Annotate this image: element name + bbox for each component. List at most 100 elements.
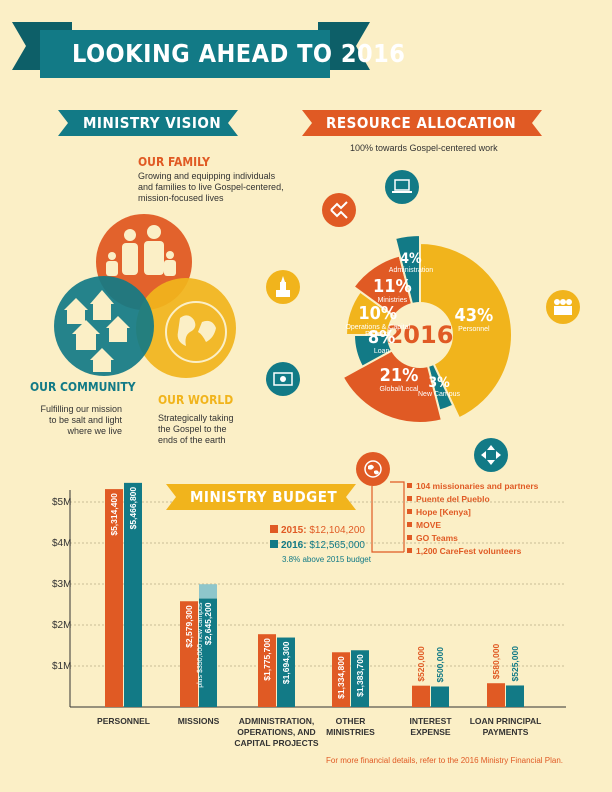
our-family-text-1: Growing and equipping individuals xyxy=(138,171,276,181)
our-community-text-1: Fulfilling our mission xyxy=(40,404,122,414)
pie-slice xyxy=(419,241,513,420)
legend-2016-value: $12,565,000 xyxy=(309,540,365,551)
pie-slice-value: 43% xyxy=(454,304,494,326)
bar-value-label: $2,645,200 xyxy=(203,602,213,645)
bar-value-label: $525,000 xyxy=(510,646,520,682)
bar-value-label: $1,694,300 xyxy=(281,641,291,684)
x-category-label: OTHER xyxy=(335,716,366,726)
ministry-vision-heading: MINISTRY VISION xyxy=(83,114,222,132)
y-tick-label: $3M xyxy=(52,579,71,590)
our-world-title: OUR WORLD xyxy=(158,393,234,407)
y-tick-label: $2M xyxy=(52,620,71,631)
bar-2015 xyxy=(332,652,350,707)
allocation-list-item: GO Teams xyxy=(407,533,458,543)
pie-slice-name: Ministries xyxy=(377,297,408,305)
pie-slice-label: 3% New Campus xyxy=(394,376,484,398)
pie-slice-value: 8% xyxy=(367,326,396,348)
legend-2016: 2016: $12,565,000 xyxy=(270,540,365,551)
pie-slice-name: New Campus xyxy=(418,390,461,398)
page-title: LOOKING AHEAD TO 2016 xyxy=(72,39,406,68)
list-connector xyxy=(371,481,405,553)
pie-center-year: 2016 xyxy=(387,321,454,349)
pie-slice-name: Administration xyxy=(388,266,434,274)
allocation-list-item: 104 missionaries and partners xyxy=(407,481,538,491)
x-category-label: CAPITAL PROJECTS xyxy=(234,738,319,748)
resource-allocation-pie: 2016 xyxy=(341,233,513,424)
x-category-label: PAYMENTS xyxy=(482,727,529,737)
pie-slice-name: Loan xyxy=(373,347,390,355)
laptop-icon xyxy=(385,170,419,204)
our-community-text-2: to be salt and light xyxy=(48,415,122,425)
people-icon xyxy=(546,290,580,324)
pie-slice-label: 21% Global/Local xyxy=(354,365,444,394)
our-family-text-2: and families to live Gospel-centered, xyxy=(138,182,284,192)
resource-allocation-heading: RESOURCE ALLOCATION xyxy=(326,114,517,132)
pie-slice-value: 10% xyxy=(358,303,398,325)
family-icon xyxy=(106,225,176,276)
pie-slice-name: Operations & Capital Projects xyxy=(345,324,411,339)
resource-allocation-ribbon xyxy=(302,110,542,136)
allocation-list-item: MOVE xyxy=(407,520,441,530)
pie-slice-label: 8% Loan xyxy=(337,326,427,355)
allocation-list-item: 1,200 CareFest volunteers xyxy=(407,546,521,556)
bar-value-label: $5,314,400 xyxy=(109,493,119,536)
our-family-title: OUR FAMILY xyxy=(138,155,210,169)
x-category-label: LOAN PRINCIPAL xyxy=(469,716,542,726)
x-category-label: OPERATIONS, AND xyxy=(237,727,316,737)
bar-2015 xyxy=(105,489,123,707)
bar-value-label: $520,000 xyxy=(416,646,426,682)
legend-2016-label: 2016: xyxy=(281,540,307,551)
bar-2015 xyxy=(412,685,430,707)
our-world-text-2: the Gospel to the xyxy=(158,424,227,434)
bar-value-label: $580,000 xyxy=(491,643,501,679)
y-tick-label: $1M xyxy=(52,661,71,672)
ministry-budget-ribbon xyxy=(166,484,356,510)
pie-slice-value: 21% xyxy=(379,365,419,387)
pie-slice-value: 3% xyxy=(428,374,450,391)
x-category-label: PERSONNEL xyxy=(97,716,150,726)
pie-slice-name: Global/Local xyxy=(379,386,419,394)
pie-slice-label: 11% Ministries xyxy=(347,278,437,305)
legend-2015-label: 2015: xyxy=(281,525,307,536)
bar-value-label: $5,466,800 xyxy=(128,487,138,530)
bar-value-label: $1,775,700 xyxy=(262,638,272,681)
bar-value-label: $500,000 xyxy=(435,647,445,683)
globe-icon xyxy=(356,452,390,486)
bar-value-label: $1,334,800 xyxy=(336,656,346,699)
our-world-text-3: ends of the earth xyxy=(158,435,226,445)
ministry-vision-ribbon xyxy=(58,110,238,136)
allocation-list-item: Puente del Pueblo xyxy=(407,494,490,504)
ministry-budget-chart: $1M $2M $3M $4M $5M $5,314,400 $5,466,800 $2,57… xyxy=(52,482,566,708)
legend-swatch-2015 xyxy=(270,525,278,533)
our-family-text-3: mission-focused lives xyxy=(138,193,224,203)
x-category-label: ADMINISTRATION, xyxy=(238,716,315,726)
bar-2016 xyxy=(431,686,449,707)
bar-annotation-segment xyxy=(199,584,217,599)
handshake-icon xyxy=(322,193,356,227)
ministry-budget-heading: MINISTRY BUDGET xyxy=(190,488,338,506)
x-category-label: MINISTRIES xyxy=(326,727,375,737)
pie-slice-value: 4% xyxy=(400,250,422,267)
money-icon xyxy=(266,362,300,396)
pie-center xyxy=(387,302,453,368)
bar-2016 xyxy=(124,482,142,707)
x-category-label: MISSIONS xyxy=(177,716,220,726)
our-world-text-1: Strategically taking xyxy=(158,413,234,423)
vision-circles xyxy=(54,214,236,378)
pie-slice-name: Personnel xyxy=(458,325,490,333)
bar-2016 xyxy=(506,685,524,707)
world-icon xyxy=(165,301,227,363)
bar-2016 xyxy=(351,650,369,707)
our-community-text-3: where we live xyxy=(67,426,122,436)
church-icon xyxy=(266,270,300,304)
footnote: For more financial details, refer to the… xyxy=(326,756,563,765)
bar-annotation-label: plus $350,000 new campus xyxy=(197,602,204,688)
x-category-label: INTEREST xyxy=(409,716,452,726)
y-tick-label: $5M xyxy=(52,497,71,508)
bar-2016 xyxy=(199,598,217,707)
legend-2015: 2015: $12,104,200 xyxy=(270,525,365,536)
allocation-list-item: Hope [Kenya] xyxy=(407,507,471,517)
our-community-title: OUR COMMUNITY xyxy=(30,380,136,394)
legend-note: 3.8% above 2015 budget xyxy=(282,555,371,564)
